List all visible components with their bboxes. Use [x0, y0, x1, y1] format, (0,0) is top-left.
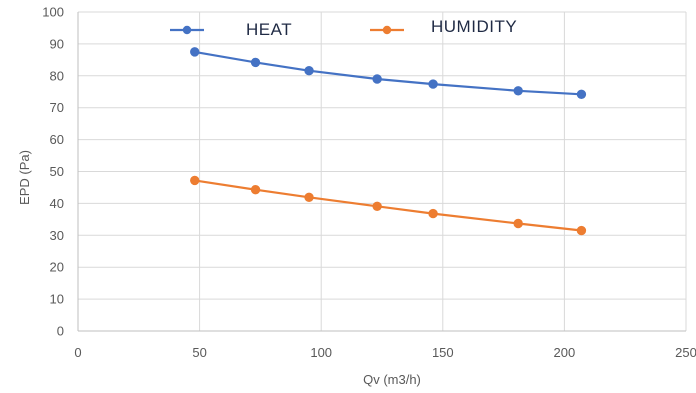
- y-tick-label: 40: [50, 196, 64, 211]
- series-layer: [190, 47, 587, 236]
- x-tick-label: 50: [192, 345, 206, 360]
- y-tick-label: 70: [50, 100, 64, 115]
- x-tick-label: 250: [675, 345, 696, 360]
- legend-marker-humidity: [382, 25, 392, 35]
- x-tick-labels: 0 50 100 150 200 250: [74, 345, 696, 360]
- x-axis-title: Qv (m3/h): [363, 372, 421, 387]
- y-tick-label: 30: [50, 228, 64, 243]
- y-tick-label: 80: [50, 68, 64, 83]
- data-point-heat: [250, 57, 261, 68]
- y-axis-title: EPD (Pa): [17, 150, 32, 205]
- legend-label-heat: HEAT: [246, 20, 292, 39]
- data-point-humidity: [190, 175, 200, 186]
- legend: HEAT HUMIDITY: [170, 17, 517, 39]
- y-tick-label: 100: [42, 5, 64, 20]
- y-tick-label: 50: [50, 164, 64, 179]
- data-point-heat: [372, 74, 382, 84]
- data-point-humidity: [513, 218, 523, 229]
- legend-marker-heat: [182, 25, 192, 35]
- y-tick-label: 90: [50, 36, 64, 51]
- gridlines: [78, 11, 687, 331]
- y-tick-label: 0: [57, 324, 64, 339]
- data-point-humidity: [428, 208, 438, 219]
- data-point-heat: [428, 79, 438, 89]
- x-tick-label: 150: [432, 345, 454, 360]
- axes: [77, 12, 686, 332]
- data-point-humidity: [304, 192, 314, 203]
- y-tick-label: 10: [50, 292, 64, 307]
- y-tick-label: 20: [50, 260, 64, 275]
- data-point-humidity: [250, 184, 261, 195]
- y-tick-label: 60: [50, 132, 64, 147]
- data-point-heat: [304, 65, 314, 76]
- data-point-heat: [576, 89, 587, 100]
- x-tick-label: 100: [310, 345, 332, 360]
- y-tick-labels: 0 10 20 30 40 50 60 70 80 90 100: [42, 5, 64, 339]
- data-point-humidity: [576, 225, 587, 236]
- series-line-heat: [194, 50, 582, 96]
- legend-label-humidity: HUMIDITY: [431, 17, 517, 36]
- data-point-heat: [190, 47, 200, 57]
- x-tick-label: 200: [554, 345, 576, 360]
- x-tick-label: 0: [74, 345, 81, 360]
- data-point-heat: [513, 86, 523, 96]
- data-point-humidity: [372, 201, 382, 211]
